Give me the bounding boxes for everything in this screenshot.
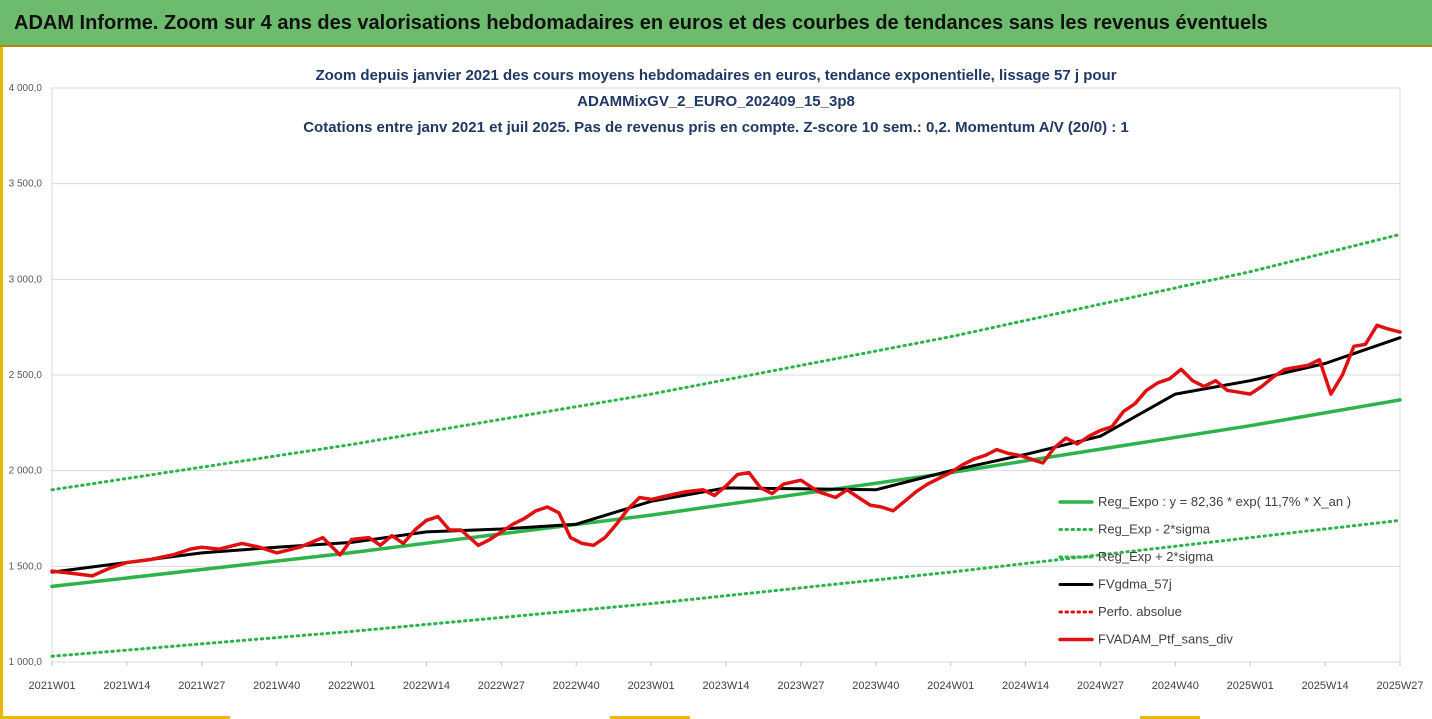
x-tick-label: 2023W01: [628, 680, 675, 692]
legend-label-4: Perfo. absolue: [1098, 604, 1182, 619]
chart-title-line-2: ADAMMixGV_2_EURO_202409_15_3p8: [577, 93, 855, 110]
chart-area: Zoom depuis janvier 2021 des cours moyen…: [0, 47, 1432, 719]
x-tick-label: 2024W01: [927, 680, 974, 692]
x-tick-label: 2025W14: [1302, 680, 1349, 692]
x-tick-label: 2022W14: [403, 680, 450, 692]
series-line-0: [50, 398, 1402, 589]
y-tick-label: 4 000,0: [9, 83, 43, 94]
y-tick-label: 2 500,0: [9, 370, 43, 381]
y-tick-label: 1 500,0: [9, 561, 43, 572]
x-tick-label: 2023W40: [852, 680, 899, 692]
x-tick-label: 2024W27: [1077, 680, 1124, 692]
x-tick-label: 2024W40: [1152, 680, 1199, 692]
x-tick-label: 2021W01: [28, 680, 75, 692]
y-tick-label: 2 000,0: [9, 466, 43, 477]
y-tick-label: 1 000,0: [9, 657, 43, 668]
left-frame-accent: [0, 47, 3, 719]
legend-label-3: FVgdma_57j: [1098, 577, 1172, 592]
x-tick-label: 2023W14: [702, 680, 749, 692]
y-tick-label: 3 000,0: [9, 274, 43, 285]
chart-title-line-1: Zoom depuis janvier 2021 des cours moyen…: [315, 67, 1117, 84]
x-tick-label: 2025W01: [1227, 680, 1274, 692]
bottom-accent-mid: [610, 716, 690, 719]
y-tick-label: 3 500,0: [9, 179, 43, 190]
x-tick-label: 2021W27: [178, 680, 225, 692]
report-banner: ADAM Informe. Zoom sur 4 ans des valoris…: [0, 0, 1432, 47]
x-tick-label: 2025W27: [1376, 680, 1423, 692]
series-line-2: [50, 518, 1402, 658]
legend-label-1: Reg_Exp - 2*sigma: [1098, 522, 1211, 537]
legend-label-0: Reg_Expo : y = 82,36 * exp( 11,7% * X_an…: [1098, 494, 1351, 509]
x-tick-label: 2022W27: [478, 680, 525, 692]
bottom-accent-right: [1140, 716, 1200, 719]
report-title: ADAM Informe. Zoom sur 4 ans des valoris…: [14, 12, 1268, 34]
x-tick-label: 2023W27: [777, 680, 824, 692]
series-line-1: [50, 232, 1402, 492]
legend-label-2: Reg_Exp + 2*sigma: [1098, 549, 1214, 564]
legend-label-5: FVADAM_Ptf_sans_div: [1098, 632, 1233, 647]
bottom-accent-left: [0, 716, 230, 719]
chart-title-line-3: Cotations entre janv 2021 et juil 2025. …: [303, 119, 1129, 136]
x-tick-label: 2024W14: [1002, 680, 1049, 692]
series-line-5: [50, 323, 1402, 578]
x-tick-label: 2022W40: [553, 680, 600, 692]
x-tick-label: 2022W01: [328, 680, 375, 692]
x-tick-label: 2021W40: [253, 680, 300, 692]
x-tick-label: 2021W14: [103, 680, 150, 692]
series-line-3: [50, 336, 1402, 574]
